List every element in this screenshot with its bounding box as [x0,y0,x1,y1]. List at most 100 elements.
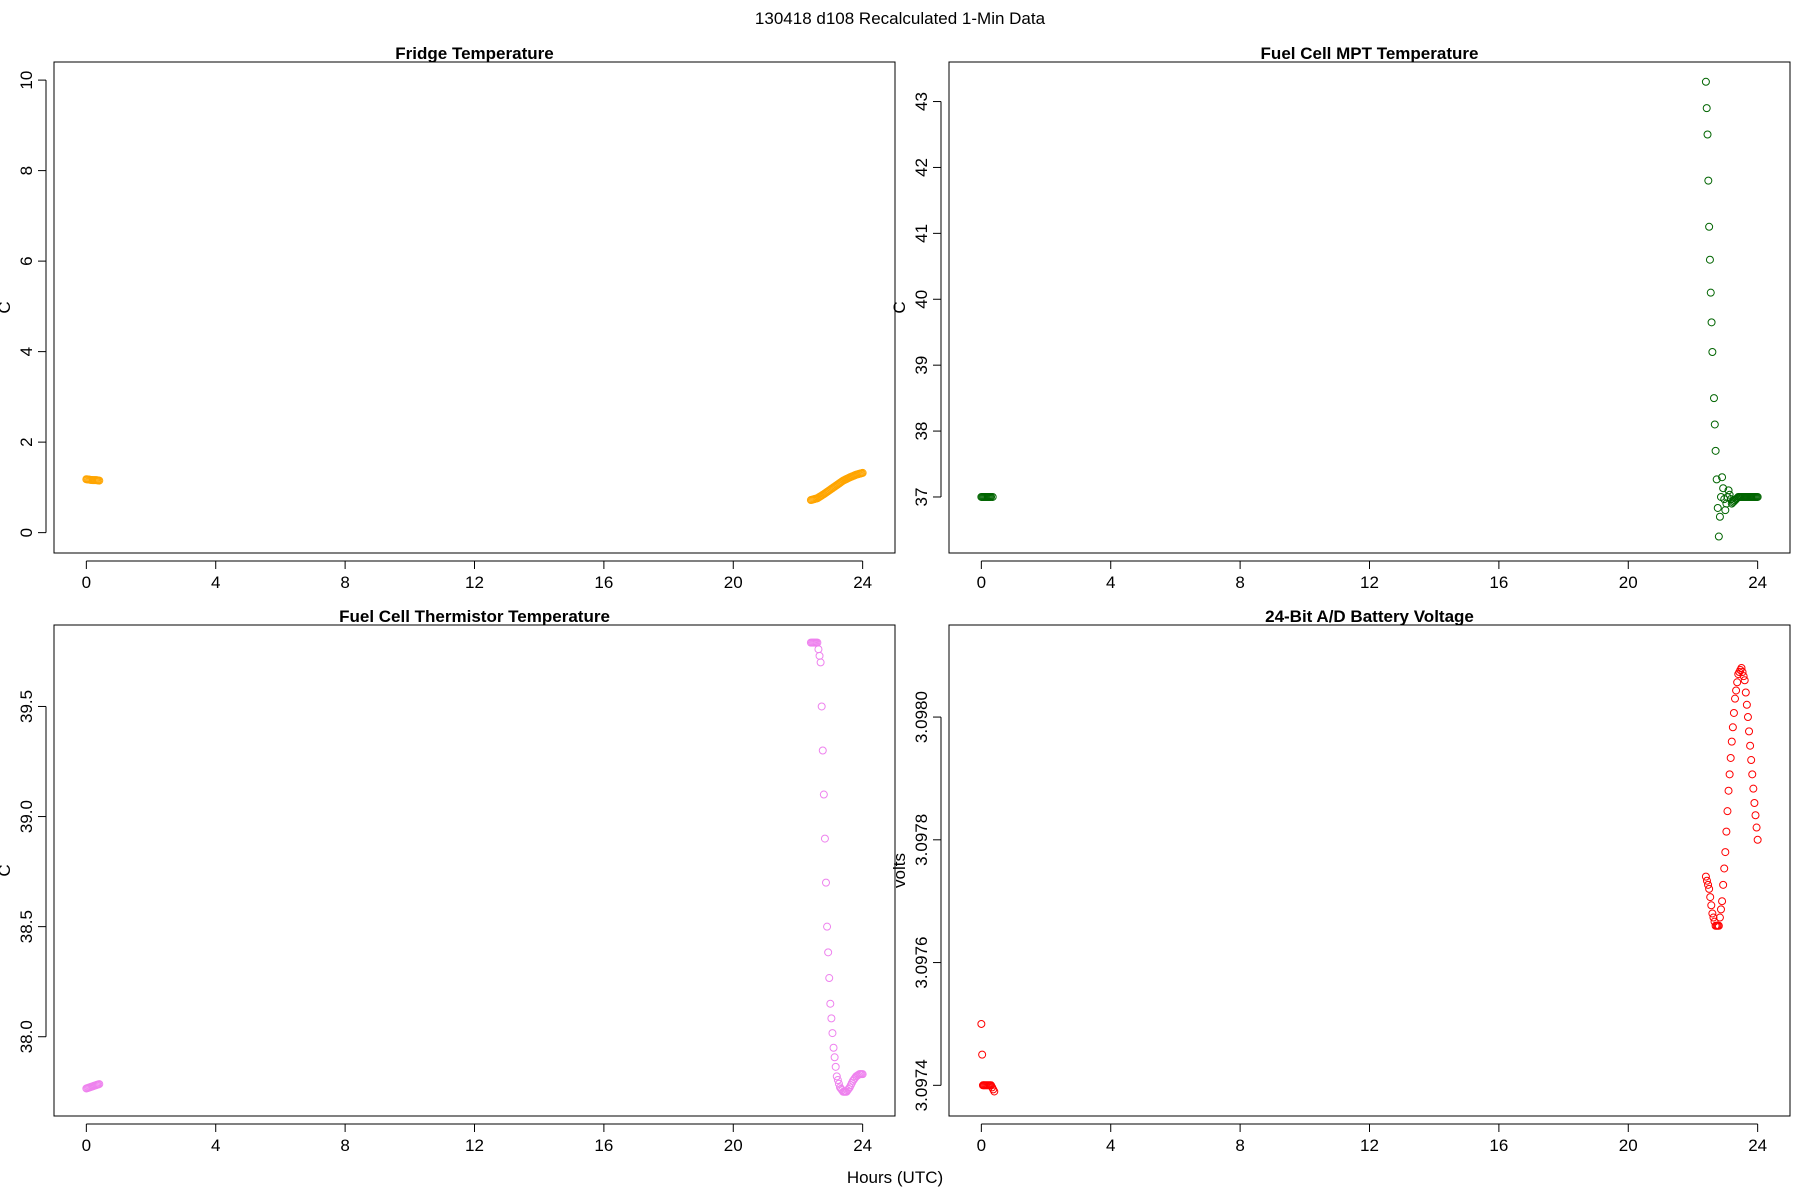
fridge-temperature-y-axis-label: C [0,301,14,313]
battery-voltage-data-point [1704,880,1713,889]
battery-voltage-data-point [1740,676,1749,685]
battery-voltage-data-point [1735,668,1744,677]
fuel-cell-thermistor-temperature-y-tick-label: 38.5 [17,910,36,943]
fuel-cell-mpt-temperature-data-point [1725,490,1734,499]
fuel-cell-thermistor-temperature-title: Fuel Cell Thermistor Temperature [339,607,610,626]
fuel-cell-thermistor-temperature-data-point [830,1053,839,1062]
fuel-cell-mpt-temperature-data-point [1705,222,1714,231]
fridge-temperature-x-tick-label: 24 [853,573,872,592]
battery-voltage-data-point [1742,700,1751,709]
shared-x-axis-label: Hours (UTC) [847,1168,943,1187]
fuel-cell-thermistor-temperature-data-point [832,1072,841,1081]
fuel-cell-thermistor-temperature-data-point [831,1062,840,1071]
battery-voltage-data-point [1722,827,1731,836]
fuel-cell-mpt-temperature-plot-frame [948,61,1791,554]
battery-voltage-y-tick-label: 3.0976 [912,937,931,989]
battery-voltage-data-point [1743,713,1752,722]
fuel-cell-mpt-temperature-y-tick-label: 40 [912,290,931,309]
battery-voltage-data-point [1739,672,1748,681]
fridge-temperature-title: Fridge Temperature [395,44,553,63]
fridge-temperature-x-tick-label: 20 [724,573,743,592]
battery-voltage-x-tick-label: 12 [1360,1136,1379,1155]
fuel-cell-thermistor-temperature-data-point [829,1043,838,1052]
battery-voltage-x-tick-label: 0 [977,1136,986,1155]
battery-voltage-data-point [1714,921,1723,930]
fuel-cell-thermistor-temperature-data-point [816,658,825,667]
fuel-cell-mpt-temperature-x-tick-label: 8 [1235,573,1244,592]
battery-voltage-data-point [1718,897,1727,906]
battery-voltage-data-point [988,1083,997,1092]
battery-voltage-data-point [1705,884,1714,893]
fuel-cell-thermistor-temperature-data-point [825,974,834,983]
battery-voltage-data-point [1736,666,1745,675]
battery-voltage-data-point [990,1087,999,1096]
fuel-cell-mpt-temperature-panel: Fuel Cell MPT Temperature C 0 4 8 12 16 20 24 37 3… [890,44,1791,592]
battery-voltage-data-point [1719,880,1728,889]
fridge-temperature-data-point [95,476,104,485]
battery-voltage-data-point [1723,807,1732,816]
fuel-cell-mpt-temperature-x-tick-label: 20 [1619,573,1638,592]
battery-voltage-data-point [1729,708,1738,717]
fridge-temperature-y-tick-label: 6 [17,256,36,265]
fuel-cell-thermistor-temperature-data-point [820,834,829,843]
fuel-cell-mpt-temperature-data-point [1715,512,1724,521]
fuel-cell-mpt-temperature-data-point [1713,503,1722,512]
fuel-cell-mpt-temperature-data-point [1707,318,1716,327]
battery-voltage-data-point [1701,872,1710,881]
battery-voltage-plot-frame [948,624,1791,1117]
fuel-cell-thermistor-temperature-x-tick-label: 24 [853,1136,872,1155]
fridge-temperature-x-tick-label: 16 [594,573,613,592]
fuel-cell-mpt-temperature-data-point [1714,532,1723,541]
battery-voltage-data-point [977,1019,986,1028]
battery-voltage-data-point [1709,913,1718,922]
fuel-cell-mpt-temperature-data-point [1702,104,1711,113]
fuel-cell-thermistor-temperature-data-point [858,1070,867,1079]
battery-voltage-x-tick-label: 24 [1748,1136,1767,1155]
fridge-temperature-plot-frame [53,61,896,554]
fuel-cell-mpt-temperature-y-tick-label: 41 [912,224,931,243]
fridge-temperature-y-tick-label: 0 [17,528,36,537]
battery-voltage-data-point [1702,876,1711,885]
fuel-cell-mpt-temperature-x-tick-label: 4 [1106,573,1115,592]
battery-voltage-y-tick-label: 3.0978 [912,814,931,866]
fuel-cell-mpt-temperature-data-point [1706,288,1715,297]
fuel-cell-mpt-temperature-x-tick-label: 16 [1489,573,1508,592]
battery-voltage-data-point [1748,770,1757,779]
fuel-cell-thermistor-temperature-x-tick-label: 0 [82,1136,91,1155]
fuel-cell-mpt-temperature-data-point [1711,446,1720,455]
fridge-temperature-data-point [858,468,867,477]
fuel-cell-thermistor-temperature-data-point [828,1029,837,1038]
battery-voltage-data-point [1737,663,1746,672]
battery-voltage-data-point [1732,686,1741,695]
fuel-cell-thermistor-temperature-data-point [834,1079,843,1088]
battery-voltage-data-point [1728,723,1737,732]
fuel-cell-mpt-temperature-data-point [1718,473,1727,482]
fridge-temperature-x-tick-label: 12 [465,573,484,592]
fuel-cell-mpt-temperature-data-point [1710,420,1719,429]
fuel-cell-mpt-temperature-data-point [1709,394,1718,403]
fuel-cell-thermistor-temperature-x-tick-label: 4 [211,1136,220,1155]
fuel-cell-thermistor-temperature-data-point [819,790,828,799]
fuel-cell-mpt-temperature-data-point [1705,255,1714,264]
battery-voltage-title: 24-Bit A/D Battery Voltage [1265,607,1474,626]
fuel-cell-thermistor-temperature-data-point [818,746,827,755]
battery-voltage-data-point [1721,848,1730,857]
battery-voltage-data-point [1733,678,1742,687]
battery-voltage-panel: 24-Bit A/D Battery Voltage volts 0 4 8 12 16 20… [890,607,1791,1155]
fuel-cell-mpt-temperature-data-point [1703,130,1712,139]
fuel-cell-mpt-temperature-data-point [1724,486,1733,495]
fuel-cell-thermistor-temperature-data-point [823,922,832,931]
fuel-cell-thermistor-temperature-y-tick-label: 39.0 [17,800,36,833]
fridge-temperature-panel: Fridge TemperatureC048121620240246810 [0,44,896,592]
battery-voltage-data-point [1726,753,1735,762]
fuel-cell-mpt-temperature-y-tick-label: 42 [912,158,931,177]
fuel-cell-thermistor-temperature-x-tick-label: 12 [465,1136,484,1155]
fridge-temperature-y-tick-label: 8 [17,166,36,175]
battery-voltage-y-tick-label: 3.0980 [912,691,931,743]
battery-voltage-data-point [987,1081,996,1090]
fuel-cell-thermistor-temperature-data-point [826,999,835,1008]
battery-voltage-data-point [1706,893,1715,902]
fridge-temperature-y-tick-label: 10 [17,71,36,90]
battery-voltage-data-point [1715,913,1724,922]
